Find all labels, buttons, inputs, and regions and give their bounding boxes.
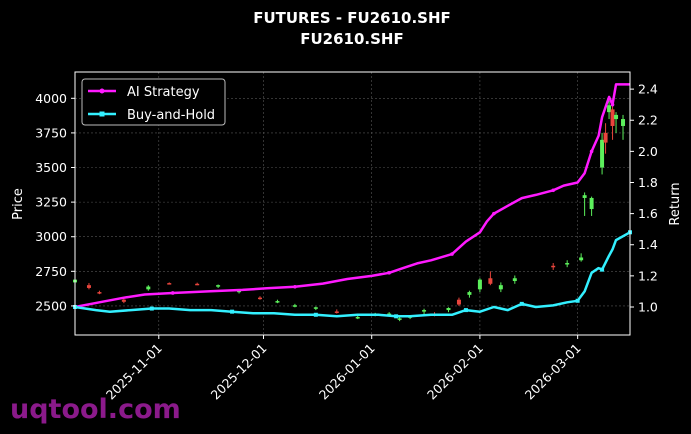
candle-body: [603, 132, 608, 143]
legend: AI Strategy Buy-and-Hold: [81, 78, 226, 126]
y-left-tick-label: 3000: [35, 229, 67, 244]
candle-body: [422, 310, 427, 312]
point-ai-strategy: [293, 284, 297, 289]
candle-body: [565, 263, 570, 265]
legend-marker-buy-and-hold: [99, 111, 105, 117]
point-buy-and-hold: [313, 312, 318, 317]
candle-body: [355, 317, 360, 319]
y-right-tick-label: 1.2: [638, 268, 658, 283]
candle-body: [467, 292, 472, 295]
y-right-tick-label: 2.0: [638, 144, 658, 159]
candle-body: [477, 279, 482, 290]
candlesticks: [73, 101, 626, 322]
legend-box: [81, 78, 226, 126]
candle-body: [600, 139, 605, 168]
point-buy-and-hold: [575, 298, 580, 303]
candle-body: [498, 285, 503, 290]
y-axis-right-label: Return: [668, 182, 683, 225]
candle-body: [607, 105, 612, 113]
y-right-tick-label: 2.4: [638, 82, 658, 97]
candle-body: [579, 257, 584, 261]
candle-body: [512, 278, 517, 282]
x-tick-label: 2026-01-01: [316, 341, 378, 403]
candle-body: [216, 285, 221, 287]
y-left-tick-label: 3500: [35, 160, 67, 175]
y-right-tick-label: 1.6: [638, 206, 658, 221]
point-buy-and-hold: [394, 314, 399, 319]
y-axis-left-label: Price: [11, 188, 26, 220]
candle-body: [582, 195, 587, 198]
candle-body: [167, 283, 172, 285]
watermark: uqtool.com: [10, 394, 181, 425]
candle-body: [292, 305, 297, 307]
legend-label-buy-and-hold: Buy-and-Hold: [127, 108, 215, 123]
y-right-tick-label: 1.0: [638, 299, 658, 314]
chart-title: FUTURES - FU2610.SHF: [253, 9, 451, 27]
y-right-tick-label: 2.2: [638, 113, 658, 128]
point-ai-strategy: [387, 270, 391, 275]
x-tick-label: 2026-03-01: [522, 341, 584, 403]
plot-frame: [74, 71, 631, 336]
candle-body: [621, 119, 626, 126]
point-buy-and-hold: [519, 301, 524, 306]
point-buy-and-hold: [463, 308, 468, 313]
candle-body: [195, 283, 200, 286]
chart-subtitle: FU2610.SHF: [300, 30, 403, 48]
point-ai-strategy: [450, 252, 454, 256]
candle-body: [146, 286, 151, 290]
point-ai-strategy: [492, 211, 496, 216]
axes: 2500 2750 3000 3250 3500 3750 4000 1.0 1.2 1.4 1.6…: [35, 82, 658, 403]
candle-body: [86, 285, 91, 288]
candle-body: [387, 313, 392, 316]
y-right-tick-label: 1.8: [638, 175, 658, 190]
candle-body: [121, 299, 126, 302]
candle-body: [275, 301, 280, 303]
point-buy-and-hold: [230, 309, 235, 314]
point-buy-and-hold: [600, 267, 605, 272]
candle-body: [97, 292, 102, 294]
candle-body: [551, 265, 556, 268]
candle-body: [237, 290, 242, 293]
point-ai-strategy: [610, 102, 615, 107]
candle-body: [488, 278, 493, 284]
point-ai-strategy: [589, 149, 594, 154]
series-lines: [73, 83, 632, 319]
legend-label-ai-strategy: AI Strategy: [127, 85, 200, 100]
x-tick-label: 2025-12-01: [208, 341, 270, 403]
series-line-ai-strategy: [74, 83, 630, 309]
x-tick-label: 2026-02-01: [424, 341, 486, 403]
y-left-tick-label: 3750: [35, 125, 67, 140]
candle-body: [446, 308, 451, 311]
candle-body: [397, 318, 402, 320]
y-right-tick-label: 1.4: [638, 237, 658, 252]
y-left-tick-label: 2500: [35, 298, 67, 313]
candle-body: [313, 307, 318, 309]
legend-marker-ai-strategy: [99, 88, 105, 94]
candle-body: [258, 297, 262, 300]
point-ai-strategy: [551, 188, 556, 193]
point-ai-strategy: [170, 291, 175, 295]
candle-body: [456, 299, 461, 305]
candle-body: [614, 114, 619, 120]
candle-body: [610, 109, 615, 126]
series-line-buy-and-hold: [74, 231, 631, 318]
point-buy-and-hold: [149, 306, 154, 311]
y-left-tick-label: 2750: [35, 264, 67, 279]
candle-body: [589, 197, 594, 210]
y-left-tick-label: 4000: [35, 91, 67, 106]
y-left-tick-label: 3250: [35, 195, 67, 210]
candle-body: [334, 311, 339, 313]
